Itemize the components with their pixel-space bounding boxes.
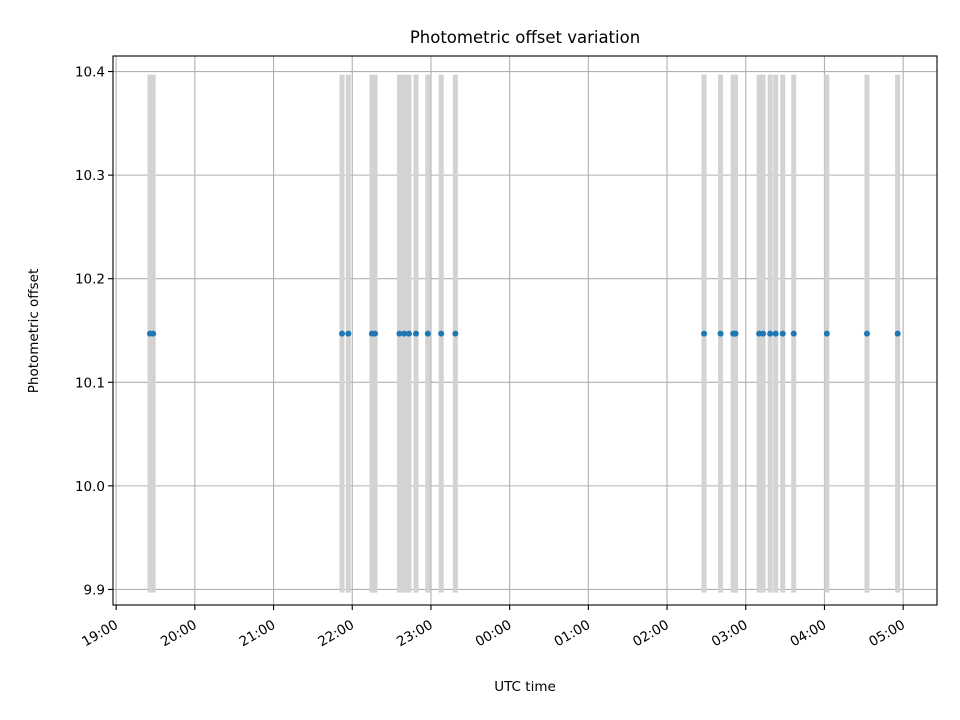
- y-tick-label: 10.2: [75, 272, 105, 288]
- y-tick-label: 10.3: [75, 168, 105, 184]
- data-point: [424, 330, 431, 337]
- data-point-layer: [146, 330, 901, 337]
- data-point: [779, 330, 786, 337]
- data-point: [760, 330, 767, 337]
- x-tick-label: 04:00: [788, 617, 830, 650]
- data-point: [396, 330, 403, 337]
- x-tick-label: 22:00: [315, 617, 357, 650]
- y-tick-label: 10.0: [75, 479, 105, 495]
- data-point: [405, 330, 412, 337]
- data-point: [345, 330, 352, 337]
- data-point: [863, 330, 870, 337]
- chart-title: Photometric offset variation: [410, 28, 640, 47]
- data-point: [339, 330, 346, 337]
- y-tick-label: 9.9: [84, 582, 105, 598]
- data-point: [150, 330, 157, 337]
- y-tick-label: 10.4: [75, 65, 105, 81]
- data-point: [772, 330, 779, 337]
- data-point: [717, 330, 724, 337]
- x-tick-label: 23:00: [394, 617, 436, 650]
- y-axis-ticks: 9.9 10.0 10.1 10.2 10.3 10.4: [75, 65, 113, 598]
- x-tick-label: 03:00: [709, 617, 751, 650]
- x-tick-label: 02:00: [630, 617, 672, 650]
- data-point: [894, 330, 901, 337]
- data-point: [790, 330, 797, 337]
- data-point: [732, 330, 739, 337]
- x-tick-label: 01:00: [551, 617, 593, 650]
- data-point: [767, 330, 774, 337]
- y-tick-label: 10.1: [75, 375, 105, 391]
- data-point: [452, 330, 459, 337]
- x-tick-label: 05:00: [866, 617, 908, 650]
- x-tick-label: 20:00: [158, 617, 200, 650]
- plot-frame: [112, 55, 938, 606]
- data-point: [701, 330, 708, 337]
- y-axis-label: Photometric offset: [26, 269, 42, 393]
- x-tick-label: 19:00: [79, 617, 121, 650]
- data-point: [438, 330, 445, 337]
- x-axis-label: UTC time: [494, 679, 556, 695]
- x-tick-label: 21:00: [237, 617, 279, 650]
- data-point: [823, 330, 830, 337]
- data-point: [401, 330, 408, 337]
- x-axis-ticks: 19:00 20:00 21:00 22:00 23:00 00:00 01:00 02:00…: [79, 605, 908, 650]
- data-point: [372, 330, 379, 337]
- grid-layer: [113, 56, 937, 605]
- x-tick-label: 00:00: [473, 617, 515, 650]
- data-point: [412, 330, 419, 337]
